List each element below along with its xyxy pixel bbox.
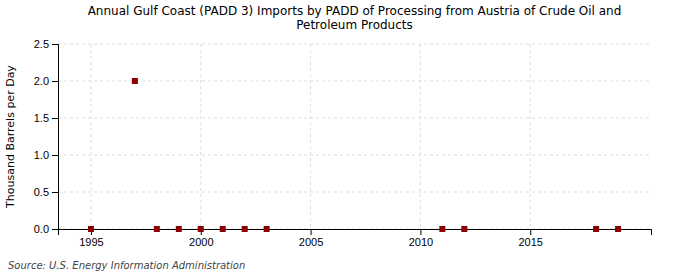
y-tick: 0.0 — [34, 223, 58, 235]
x-tick-mark — [420, 229, 421, 235]
grid-line — [58, 44, 651, 45]
point — [264, 226, 270, 232]
y-tick-label: 0.0 — [34, 223, 49, 235]
y-axis-title: Thousand Barrels per Day — [4, 65, 17, 209]
point — [593, 226, 599, 232]
y-tick-label: 0.5 — [34, 186, 49, 198]
point — [615, 226, 621, 232]
y-tick-label: 1.5 — [34, 112, 49, 124]
x-tick-label: 2000 — [189, 236, 213, 248]
chart: 1995 2000 2005 2010 2015 0.0 0.5 1.0 1.5 2.0 2.5 An… — [0, 0, 675, 275]
point — [461, 226, 467, 232]
points — [88, 78, 621, 232]
y-tick-mark — [52, 118, 58, 119]
point — [132, 78, 138, 84]
x-tick-mark — [311, 229, 312, 235]
grid-line — [58, 118, 651, 119]
x-axis: 1995 2000 2005 2010 2015 — [59, 229, 652, 248]
annotation: Source: U.S. Energy Information Administ… — [8, 260, 245, 271]
title-line: Petroleum Products — [296, 18, 413, 32]
point — [220, 226, 226, 232]
grid-line — [200, 44, 201, 229]
point — [439, 226, 445, 232]
point — [154, 226, 160, 232]
y-tick: 1.5 — [34, 112, 58, 124]
x-tick-label: 2005 — [299, 236, 323, 248]
y-axis: 0.0 0.5 1.0 1.5 2.0 2.5 — [34, 38, 59, 235]
title: Annual Gulf Coast (PADD 3) Imports by PA… — [88, 4, 622, 32]
grid-line — [58, 81, 651, 82]
grid-line — [310, 44, 311, 229]
x-tick-label: 1995 — [79, 236, 103, 248]
point — [88, 226, 94, 232]
x-tick-label: 2010 — [409, 236, 433, 248]
y-tick: 1.0 — [34, 149, 58, 161]
grid-line — [90, 44, 91, 229]
y-tick-mark — [52, 44, 58, 45]
y-tick-mark — [52, 81, 58, 82]
grid-line — [58, 192, 651, 193]
y-tick-label: 1.0 — [34, 149, 49, 161]
x-tick-label: 2015 — [518, 236, 542, 248]
y-tick-mark — [52, 192, 58, 193]
title-line: Annual Gulf Coast (PADD 3) Imports by PA… — [88, 4, 622, 18]
y-tick-mark — [52, 229, 58, 230]
y-tick-label: 2.0 — [34, 75, 49, 87]
y-axis-line — [52, 45, 59, 230]
plot: 1995 2000 2005 2010 2015 0.0 0.5 1.0 1.5 2.0 2.5 — [34, 38, 652, 248]
x-tick: 2010 — [409, 229, 433, 248]
y-tick: 2.5 — [34, 38, 58, 50]
grid-line — [420, 44, 421, 229]
grid — [58, 44, 651, 229]
point — [242, 226, 248, 232]
y-tick-label: 2.5 — [34, 38, 49, 50]
grid-line — [530, 44, 531, 229]
x-tick: 2015 — [518, 229, 542, 248]
grid-line — [58, 155, 651, 156]
y-tick-mark — [52, 155, 58, 156]
y-tick: 2.0 — [34, 75, 58, 87]
point — [198, 226, 204, 232]
y-tick: 0.5 — [34, 186, 58, 198]
point — [176, 226, 182, 232]
x-axis-line — [59, 230, 652, 236]
x-tick-mark — [530, 229, 531, 235]
x-tick: 2005 — [299, 229, 323, 248]
